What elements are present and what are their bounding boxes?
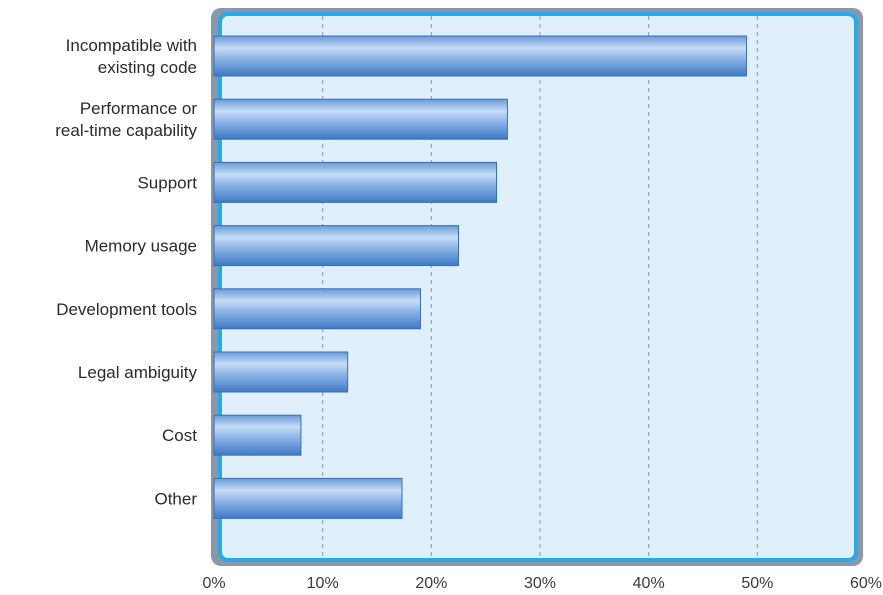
category-label: Legal ambiguity [78,363,198,382]
x-tick-label: 10% [307,575,339,592]
x-tick-label: 40% [633,575,665,592]
category-label: Incompatible with [66,36,197,55]
x-tick-label: 30% [524,575,556,592]
plot-area [218,12,858,562]
category-label: Cost [162,426,197,445]
bar [213,35,747,77]
x-tick-label: 0% [202,575,225,592]
category-label: real-time capability [55,121,197,140]
x-tick-label: 60% [850,575,882,592]
category-label: Support [137,173,197,192]
bar [213,98,508,140]
bar [213,351,349,393]
category-label: Performance or [80,99,197,118]
bar [213,225,459,267]
x-tick-label: 50% [741,575,773,592]
x-axis-tick-labels: 0% 10% 20% 30% 40% 50% 60% [202,575,882,592]
category-label: Other [154,489,197,508]
bar [213,161,498,203]
bar [213,288,421,330]
category-label: Development tools [56,300,197,319]
category-label: Memory usage [85,237,197,256]
category-label: existing code [98,58,197,77]
category-labels: Incompatible with existing code Performanc… [55,36,197,508]
bars [213,35,747,519]
bar [213,414,302,456]
x-tick-label: 20% [415,575,447,592]
bar [213,477,403,519]
